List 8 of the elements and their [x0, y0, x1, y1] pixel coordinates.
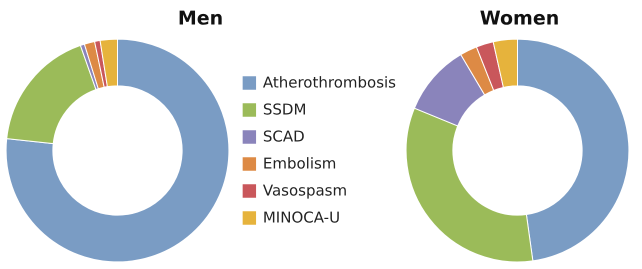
legend-label: SCAD: [262, 128, 305, 146]
chart-title: Women: [480, 8, 560, 30]
legend-label: Embolism: [262, 154, 336, 172]
legend-label: SSDM: [262, 100, 306, 118]
legend-label: MINOCA-U: [262, 208, 340, 226]
legend-label: Atherothrombosis: [262, 74, 396, 92]
chart-title: Men: [178, 8, 224, 30]
legend-label: Vasospasm: [262, 182, 348, 200]
